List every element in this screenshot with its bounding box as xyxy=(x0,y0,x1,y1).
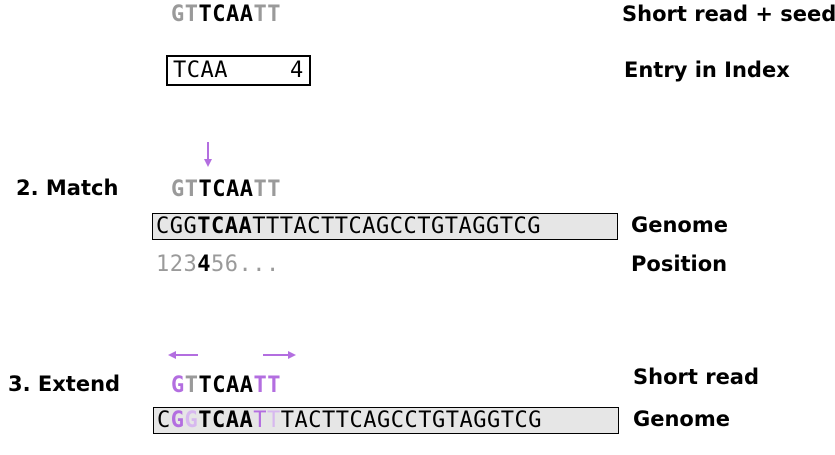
index-value: 4 xyxy=(290,58,304,83)
genome-match: CGGTCAATTTACTTCAGCCTGTAGGTCG xyxy=(156,214,541,239)
label-position: Position xyxy=(631,252,728,276)
step-2-title: 2. Match xyxy=(16,176,119,200)
index-entry-box: TCAA 4 xyxy=(166,55,311,86)
genome-box-extend xyxy=(153,407,619,434)
short-read-seed: GTTCAATT xyxy=(171,2,281,27)
label-short-read: Short read xyxy=(633,365,760,389)
index-key: TCAA xyxy=(173,58,228,83)
label-genome-match: Genome xyxy=(631,213,728,237)
extend-read: GTTCAATT xyxy=(171,373,281,398)
genome-extend: CGGTCAATTTACTTCAGCCTGTAGGTCG xyxy=(157,408,542,433)
label-genome-extend: Genome xyxy=(633,407,730,431)
match-read: GTTCAATT xyxy=(171,177,281,202)
label-entry-in-index: Entry in Index xyxy=(624,58,790,82)
genome-box-match xyxy=(152,213,618,240)
position-row: 123456... xyxy=(156,252,280,277)
label-short-read-seed: Short read + seed xyxy=(622,2,835,26)
step-3-title: 3. Extend xyxy=(8,372,121,396)
